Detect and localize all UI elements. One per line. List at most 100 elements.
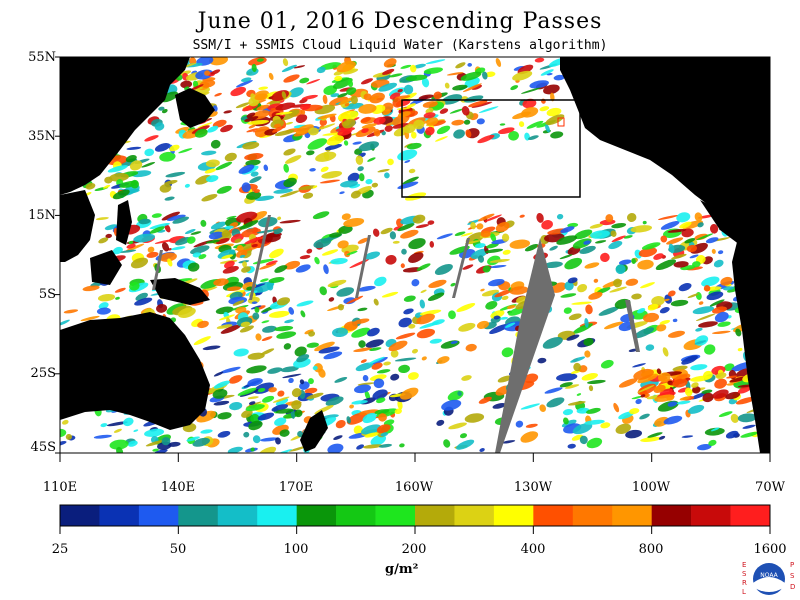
cloud-blob: [498, 127, 515, 135]
cloud-blob: [204, 168, 217, 174]
cloud-blob: [563, 307, 572, 314]
cloud-blob: [300, 310, 306, 318]
page-subtitle: SSM/I + SSMIS Cloud Liquid Water (Karste…: [192, 38, 608, 53]
cloud-blob: [690, 392, 707, 400]
cloud-blob: [588, 385, 594, 392]
cloud-blob: [519, 214, 525, 218]
cloud-blob: [399, 443, 405, 448]
cloud-blob: [230, 86, 247, 97]
cloud-blob: [372, 389, 388, 400]
cloud-blob: [254, 93, 268, 101]
colorbar-swatch-17: [691, 505, 731, 526]
cloud-blob: [735, 396, 756, 405]
lat-label-5s: 5S: [38, 287, 56, 302]
cloud-blob: [216, 185, 232, 194]
cloud-blob: [244, 116, 259, 122]
cloud-blob: [159, 183, 172, 193]
cloud-blob: [247, 378, 263, 387]
lon-label-140e: 140E: [160, 480, 196, 495]
cloud-blob: [249, 176, 262, 184]
cloud-blob: [667, 229, 687, 233]
cloud-blob: [283, 163, 290, 173]
cloud-blob: [177, 307, 196, 318]
cloud-blob: [522, 98, 537, 109]
cloud-blob: [572, 423, 593, 435]
cloud-blob: [361, 128, 369, 133]
cloud-blob: [217, 430, 231, 438]
cloud-blob: [735, 328, 742, 337]
cloud-blob: [520, 431, 539, 443]
cloud-blob: [227, 446, 243, 453]
colorbar-swatch-2: [99, 505, 140, 526]
cloud-blob: [610, 230, 617, 237]
cloud-blob: [476, 320, 490, 329]
cloud-blob: [446, 72, 464, 76]
cloud-blob: [187, 262, 200, 272]
cloud-blob: [226, 215, 237, 219]
cloud-blob: [220, 324, 241, 334]
noaa-badge: NOAA: [760, 572, 778, 579]
cloud-blob: [251, 301, 258, 305]
cloud-blob: [309, 168, 316, 172]
cloud-blob: [239, 254, 246, 258]
cloud-blob: [279, 190, 300, 198]
cloud-blob: [224, 225, 234, 230]
cloud-blob: [471, 101, 493, 108]
cloud-blob: [274, 325, 294, 332]
cloud-blob: [400, 64, 412, 69]
cloud-blob: [315, 151, 337, 162]
cloud-blob: [271, 404, 289, 412]
cloud-blob: [718, 411, 733, 417]
cloud-blob: [585, 304, 593, 315]
cloud-blob: [380, 227, 393, 235]
cloud-blob: [258, 86, 269, 90]
cloud-blob: [234, 238, 242, 244]
logo-letter-e: E: [742, 561, 746, 569]
cloud-blob: [427, 220, 435, 225]
land-south-america: [732, 232, 770, 453]
cloud-blob: [692, 261, 701, 268]
cloud-blob: [413, 119, 425, 130]
cloud-blob: [461, 106, 470, 116]
cloud-blob: [534, 57, 545, 63]
cloud-blob: [229, 402, 243, 411]
cloud-blob: [392, 98, 403, 108]
colorbar-swatch-3: [138, 505, 179, 526]
colorbar-tick-200: 200: [401, 542, 427, 557]
cloud-blob: [346, 416, 351, 424]
cloud-blob: [403, 308, 414, 315]
cloud-blob: [416, 328, 436, 339]
cloud-blob: [241, 228, 261, 238]
cloud-blob: [337, 110, 359, 122]
cloud-blob: [645, 344, 655, 351]
cloud-blob: [329, 232, 342, 238]
cloud-blob: [389, 231, 397, 240]
cloud-blob: [284, 260, 301, 270]
cloud-blob: [509, 239, 531, 249]
cloud-blob: [529, 80, 549, 89]
lat-label-25s: 25S: [30, 366, 56, 381]
cloud-blob: [441, 399, 462, 411]
cloud-blob: [545, 124, 550, 133]
cloud-blob: [304, 329, 314, 335]
cloud-blob: [156, 303, 168, 313]
cloud-blob: [684, 387, 693, 397]
cloud-blob: [742, 424, 756, 429]
cloud-blob: [701, 389, 713, 394]
cloud-blob: [291, 388, 302, 398]
cloud-blob: [63, 309, 79, 314]
cloud-blob: [579, 245, 596, 254]
cloud-blob: [662, 347, 669, 357]
cloud-blob: [280, 366, 299, 373]
cloud-blob: [298, 185, 318, 191]
cloud-blob: [294, 409, 303, 418]
cloud-blob: [564, 257, 583, 270]
colorbar-tick-25: 25: [51, 542, 69, 557]
cloud-blob: [593, 278, 599, 283]
cloud-blob: [285, 121, 293, 125]
cloud-blob: [561, 419, 577, 428]
cloud-blob: [543, 84, 560, 95]
cloud-blob: [152, 448, 159, 452]
cloud-blob: [589, 223, 603, 229]
cloud-blob: [374, 409, 390, 415]
